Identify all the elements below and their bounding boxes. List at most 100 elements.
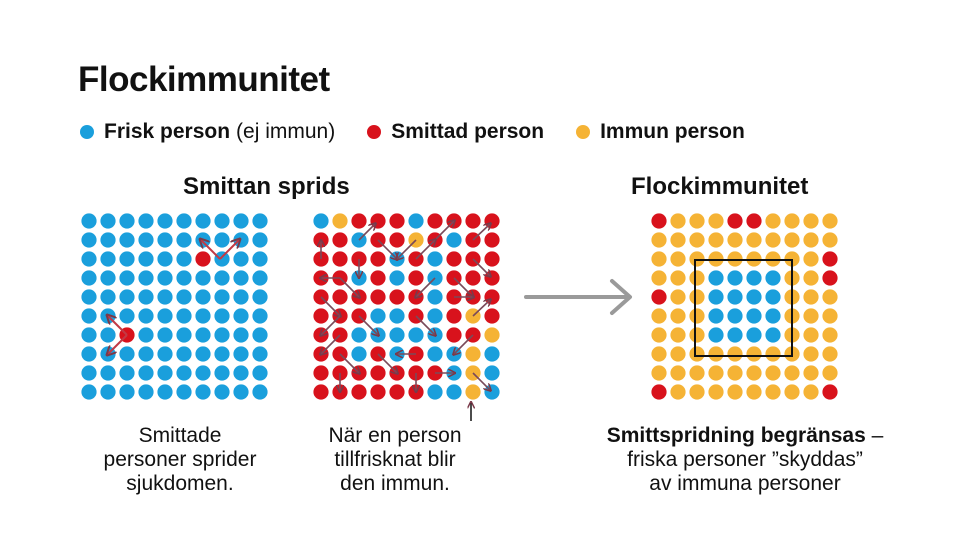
frisk-person-dot <box>746 289 762 305</box>
immun-person-dot <box>689 384 705 400</box>
smittad-person-dot <box>484 232 500 248</box>
frisk-person-dot <box>252 270 268 286</box>
immun-person-dot <box>670 346 686 362</box>
immun-person-dot <box>784 365 800 381</box>
smittad-person-dot <box>332 289 348 305</box>
legend-item-frisk: Frisk person (ej immun) <box>80 120 335 144</box>
smittad-person-dot <box>389 384 405 400</box>
immun-person-dot <box>822 308 838 324</box>
immun-person-dot <box>670 232 686 248</box>
immun-person-dot <box>803 251 819 267</box>
legend-item-immun: Immun person <box>576 120 745 144</box>
frisk-person-dot <box>427 289 443 305</box>
smittad-person-dot <box>465 270 481 286</box>
frisk-person-dot <box>138 327 154 343</box>
frisk-person-dot <box>81 289 97 305</box>
spread-arrow <box>321 334 341 354</box>
caption-left: Smittade personer sprider sjukdomen. <box>103 424 257 495</box>
frisk-person-dot <box>81 270 97 286</box>
frisk-person-dot <box>233 365 249 381</box>
legend: Frisk person (ej immun) Smittad person Im… <box>80 120 777 144</box>
immun-person-dot <box>803 346 819 362</box>
immun-person-dot <box>708 213 724 229</box>
frisk-person-dot <box>446 384 462 400</box>
frisk-person-dot <box>157 213 173 229</box>
frisk-person-dot <box>252 327 268 343</box>
immun-person-dot <box>765 384 781 400</box>
immun-person-dot <box>651 270 667 286</box>
immun-person-dot <box>708 384 724 400</box>
spread-arrow <box>219 240 239 260</box>
frisk-person-dot <box>233 213 249 229</box>
frisk-person-dot <box>195 346 211 362</box>
frisk-person-dot <box>708 327 724 343</box>
frisk-person-dot <box>746 270 762 286</box>
frisk-person-dot <box>195 289 211 305</box>
frisk-person-dot <box>81 384 97 400</box>
legend-note-frisk: (ej immun) <box>236 120 336 143</box>
smittad-person-dot <box>351 384 367 400</box>
immun-person-dot <box>746 365 762 381</box>
frisk-person-dot <box>176 384 192 400</box>
grid-left <box>81 213 268 400</box>
smittad-person-dot <box>332 251 348 267</box>
smittad-person-dot <box>370 289 386 305</box>
frisk-person-dot <box>119 213 135 229</box>
frisk-person-dot <box>195 308 211 324</box>
smittad-dot-icon <box>367 125 382 139</box>
smittad-person-dot <box>370 270 386 286</box>
immun-person-dot <box>332 213 348 229</box>
caption-right: Smittspridning begränsas – friska person… <box>606 424 884 495</box>
smittad-person-dot <box>313 308 329 324</box>
frisk-person-dot <box>427 346 443 362</box>
immun-person-dot <box>708 232 724 248</box>
frisk-person-dot <box>252 384 268 400</box>
frisk-person-dot <box>157 384 173 400</box>
frisk-person-dot <box>446 232 462 248</box>
immun-person-dot <box>670 251 686 267</box>
immun-person-dot <box>689 213 705 229</box>
frisk-person-dot <box>119 251 135 267</box>
right-section-heading: Flockimmunitet <box>631 173 809 200</box>
frisk-person-dot <box>427 308 443 324</box>
spread-arrow <box>416 277 436 297</box>
immun-person-dot <box>803 289 819 305</box>
frisk-person-dot <box>176 327 192 343</box>
frisk-person-dot <box>157 270 173 286</box>
frisk-person-dot <box>157 251 173 267</box>
frisk-person-dot <box>427 384 443 400</box>
frisk-person-dot <box>157 327 173 343</box>
smittad-person-dot <box>484 251 500 267</box>
frisk-person-dot <box>214 213 230 229</box>
spread-arrow <box>434 221 454 241</box>
frisk-person-dot <box>100 213 116 229</box>
frisk-person-dot <box>157 365 173 381</box>
immun-person-dot <box>708 346 724 362</box>
frisk-person-dot <box>389 327 405 343</box>
frisk-person-dot <box>233 346 249 362</box>
grid-middle <box>313 213 500 400</box>
frisk-person-dot <box>176 232 192 248</box>
immun-person-dot <box>727 365 743 381</box>
smittad-person-dot <box>389 213 405 229</box>
immun-person-dot <box>803 270 819 286</box>
frisk-person-dot <box>119 232 135 248</box>
frisk-person-dot <box>81 232 97 248</box>
smittad-person-dot <box>370 384 386 400</box>
spread-arrows-middle <box>321 221 490 391</box>
frisk-person-dot <box>351 327 367 343</box>
spread-arrow <box>377 239 397 259</box>
smittad-person-dot <box>408 270 424 286</box>
smittad-person-dot <box>651 213 667 229</box>
immun-person-dot <box>803 308 819 324</box>
frisk-person-dot <box>389 308 405 324</box>
spread-arrows-left <box>108 240 239 354</box>
frisk-person-dot <box>214 289 230 305</box>
smittad-person-dot <box>313 384 329 400</box>
smittad-person-dot <box>651 289 667 305</box>
frisk-person-dot <box>81 308 97 324</box>
smittad-person-dot <box>389 289 405 305</box>
immun-person-dot <box>765 213 781 229</box>
frisk-person-dot <box>81 251 97 267</box>
left-section-heading: Smittan sprids <box>183 173 350 200</box>
